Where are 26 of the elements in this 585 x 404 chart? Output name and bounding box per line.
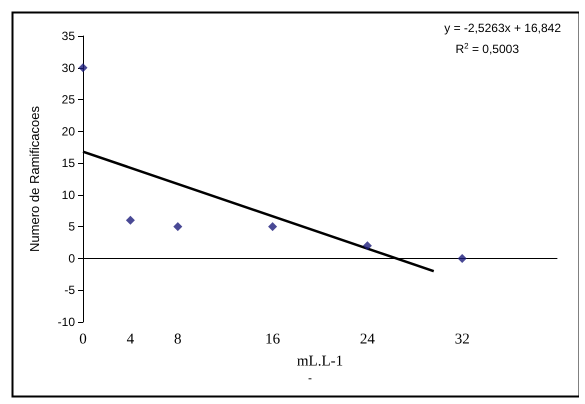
y-tick-label: 30 bbox=[62, 60, 76, 75]
point bbox=[126, 216, 135, 225]
point bbox=[268, 222, 278, 232]
x-axis-title: mL.L-1 bbox=[296, 354, 344, 370]
y-tick-label: 5 bbox=[68, 220, 76, 234]
x-tick-label: 0 bbox=[79, 332, 87, 348]
x-tick-label: 8 bbox=[174, 332, 182, 348]
x-tick-label: 16 bbox=[265, 332, 281, 348]
y-tick-label: -5 bbox=[64, 283, 76, 298]
x-tick-label: 32 bbox=[454, 332, 470, 348]
x-tick-label: 4 bbox=[126, 332, 135, 348]
y-axis-title: Numero de Ramificacoes bbox=[27, 106, 42, 252]
point bbox=[78, 63, 88, 72]
text: - bbox=[308, 371, 312, 385]
y-tick-label: 0 bbox=[68, 251, 76, 266]
text: y = -2,5263x + 16,842 bbox=[444, 21, 562, 35]
point bbox=[362, 241, 372, 250]
y-tick-label: 25 bbox=[62, 92, 76, 107]
y-tick-label: 35 bbox=[62, 29, 76, 43]
point bbox=[458, 254, 467, 263]
y-tick-label: 15 bbox=[62, 156, 76, 170]
point bbox=[173, 222, 182, 232]
y-tick-label: 20 bbox=[62, 124, 76, 138]
y-tick-label: -10 bbox=[58, 315, 76, 329]
y-tick-label: 10 bbox=[62, 188, 76, 202]
x-tick-label: 24 bbox=[360, 332, 376, 348]
